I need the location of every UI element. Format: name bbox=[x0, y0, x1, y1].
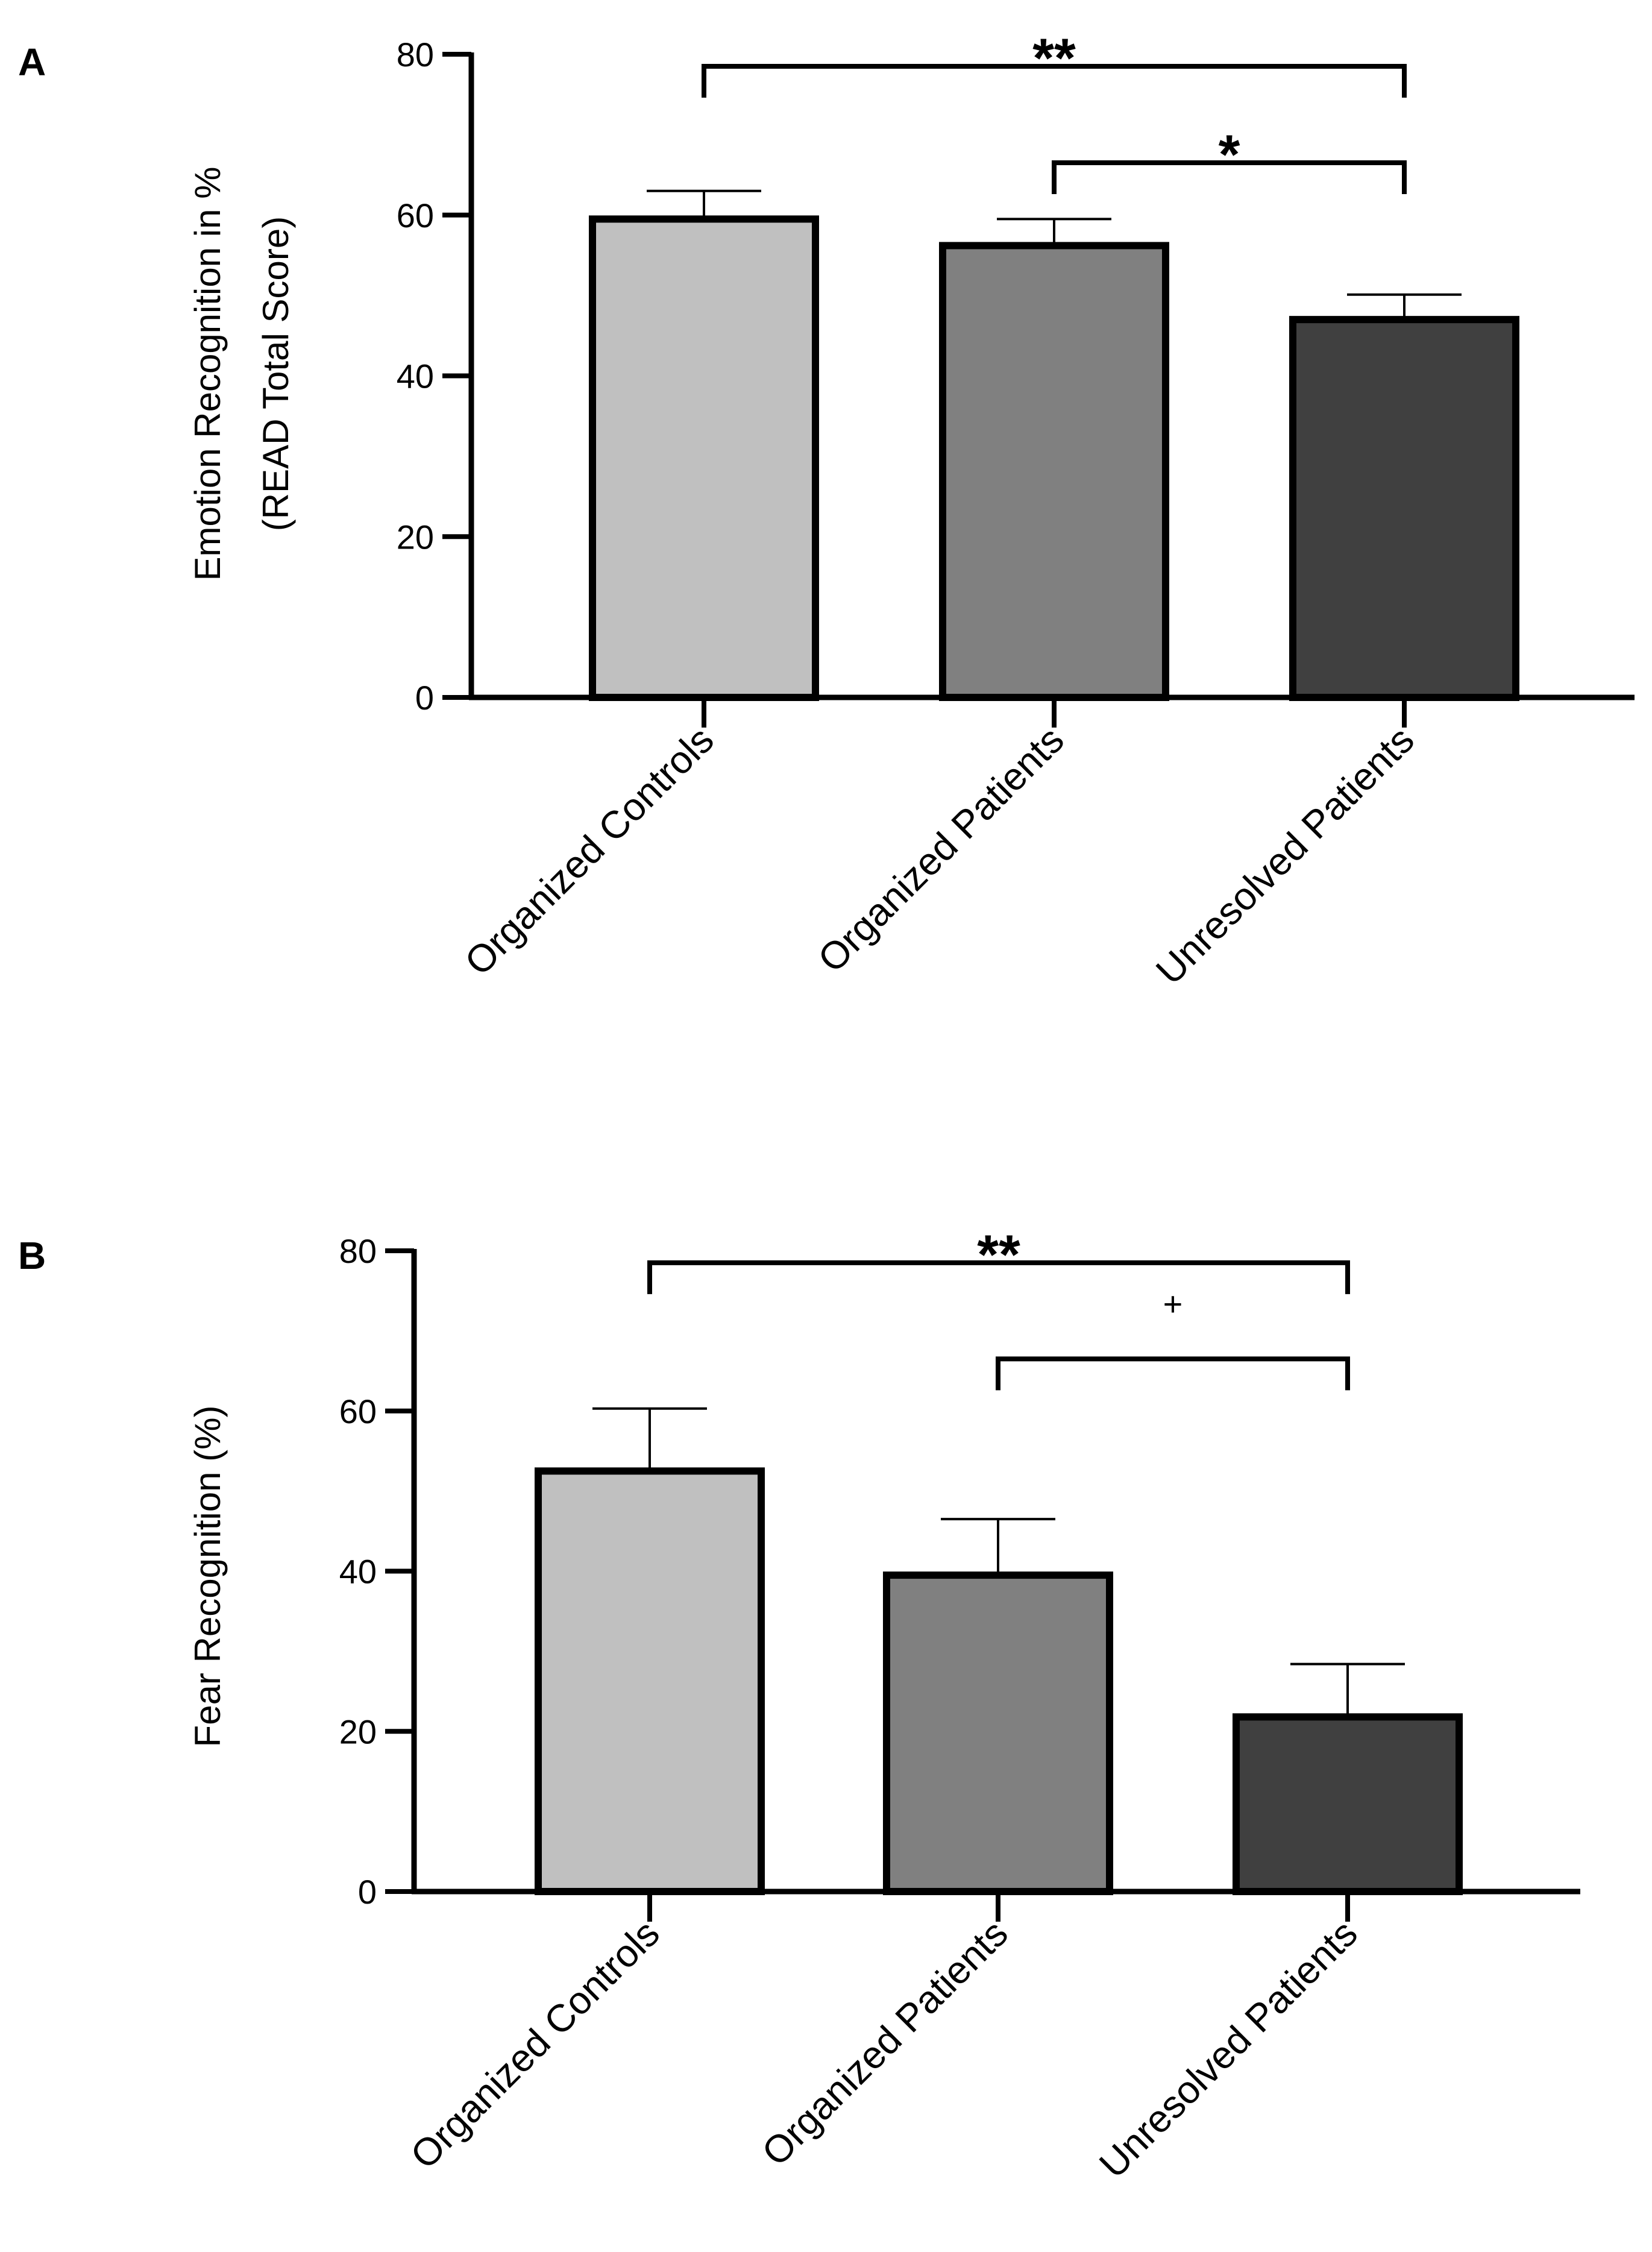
panel-b-y-tick-label: 80 bbox=[339, 1232, 377, 1270]
panel-b-y-axis-title: Fear Recognition (%) bbox=[187, 1406, 228, 1747]
panel-b-category-label: Organized Controls bbox=[402, 1911, 668, 2177]
panel-b-category-label: Organized Patients bbox=[753, 1911, 1016, 2174]
panel-a: A 0 20 40 60 80 Organized Controls Organized P… bbox=[18, 28, 1635, 993]
panel-a-y-tick-label: 80 bbox=[397, 36, 434, 74]
panel-a-y-tick-label: 0 bbox=[415, 679, 434, 717]
panel-b-category-label: Unresolved Patients bbox=[1091, 1911, 1366, 2186]
panel-b-label: B bbox=[18, 1234, 46, 1277]
panel-b-y-tick-label: 40 bbox=[339, 1553, 377, 1591]
panel-a-bar bbox=[1289, 316, 1519, 701]
panel-a-y-axis-title: Emotion Recognition in % bbox=[187, 166, 228, 580]
panel-a-category-label: Unresolved Patients bbox=[1148, 718, 1422, 993]
panel-b-y-tick-label: 0 bbox=[358, 1873, 377, 1911]
panel-a-plot: 0 20 40 60 80 Organized Controls Organized Pat… bbox=[187, 28, 1635, 993]
panel-a-y-tick-label: 40 bbox=[397, 357, 434, 395]
panel-b-bar bbox=[535, 1467, 765, 1895]
panel-a-bar bbox=[939, 242, 1169, 701]
panel-a-significance-label: ** bbox=[1032, 28, 1076, 89]
panel-a-label: A bbox=[18, 40, 46, 84]
panel-b-y-tick-label: 20 bbox=[339, 1713, 377, 1750]
panel-b-plot: 0 20 40 60 80 Organized Controls Organized Pat… bbox=[187, 1224, 1580, 2186]
panel-a-category-label: Organized Controls bbox=[456, 718, 722, 984]
panel-a-significance-bracket bbox=[702, 64, 1407, 98]
panel-b-significance-label: + bbox=[1163, 1285, 1183, 1323]
panel-b-bar bbox=[1233, 1713, 1463, 1896]
panel-a-y-axis-title: (READ Total Score) bbox=[256, 216, 296, 531]
panel-a-y-tick-label: 60 bbox=[397, 197, 434, 234]
panel-b: B 0 20 40 60 80 Organized Controls Organized P… bbox=[18, 1224, 1580, 2186]
panel-b-significance-bracket bbox=[647, 1260, 1350, 1294]
panel-b-significance-bracket bbox=[996, 1356, 1350, 1391]
panel-a-significance-label: * bbox=[1219, 124, 1240, 186]
panel-b-y-tick-label: 60 bbox=[339, 1392, 377, 1430]
panel-a-bar bbox=[589, 215, 819, 701]
panel-b-bar bbox=[883, 1571, 1113, 1896]
panel-a-significance-bracket bbox=[1052, 160, 1407, 195]
panel-a-y-tick-label: 20 bbox=[397, 518, 434, 556]
panel-b-significance-label: ** bbox=[977, 1224, 1020, 1286]
panel-a-category-label: Organized Patients bbox=[809, 718, 1072, 981]
